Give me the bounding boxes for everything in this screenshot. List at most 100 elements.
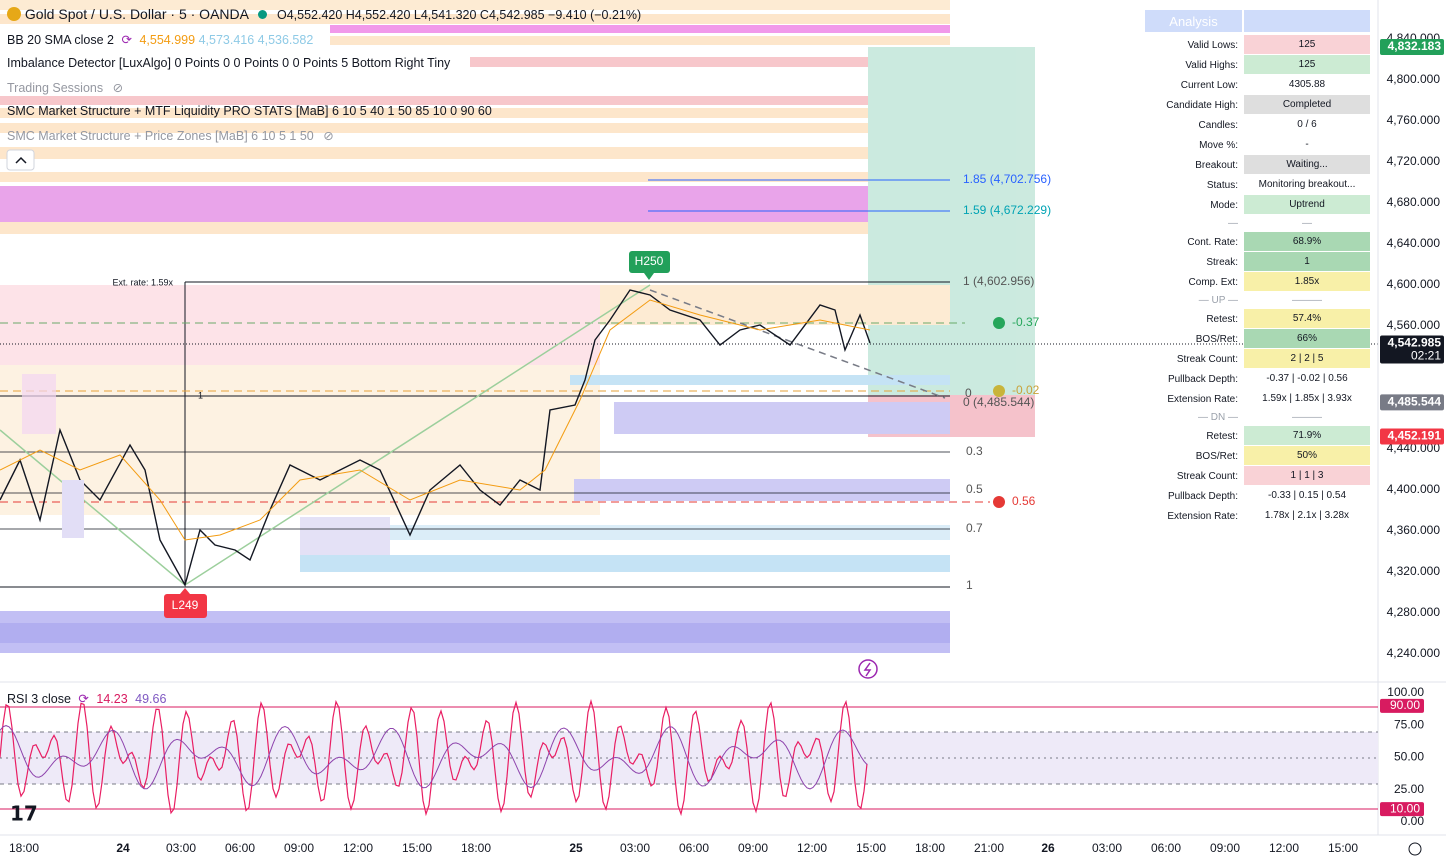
analysis-row: Cont. Rate: 68.9% [1145,232,1371,252]
markers [6,149,1005,679]
price-badge-label: 4,485.544 [1388,394,1442,408]
price-tick-label: 4,800.000 [1387,72,1441,86]
time-tick-label: 18:00 [9,841,39,855]
analysis-row: Valid Highs: 125 [1145,55,1371,75]
analysis-row: Streak Count: 1 | 1 | 3 [1145,466,1371,486]
analysis-label: Pullback Depth: [1167,490,1238,502]
time-tick-label: 18:00 [461,841,491,855]
rsi-tick-label: 100.00 [1387,685,1424,699]
price-badge-label: 4,452.191 [1388,429,1442,443]
analysis-value: 1 | 1 | 3 [1244,466,1370,486]
analysis-row: BOS/Ret: 50% [1145,446,1371,466]
indicator-name: RSI 3 close [7,692,71,706]
price-tick-label: 4,600.000 [1387,277,1441,291]
analysis-label: Pullback Depth: [1167,373,1238,385]
price-badge-countdown: 02:21 [1411,349,1441,363]
price-tick-label: 4,400.000 [1387,482,1441,496]
time-tick-label: 15:00 [856,841,886,855]
time-tick-label: 18:00 [915,841,945,855]
time-tick-label: 06:00 [225,841,255,855]
analysis-label: — UP — [1198,295,1238,306]
price-tick-label: 4,360.000 [1387,523,1441,537]
indicator-name: Imbalance Detector [LuxAlgo] 0 Points 0 … [7,56,451,70]
indicator-legend[interactable]: Imbalance Detector [LuxAlgo] 0 Points 0 … [7,56,450,70]
analysis-row: Mode: Uptrend [1145,195,1371,215]
analysis-row: Candles: 0 / 6 [1145,115,1371,135]
indicator-value: 4,536.582 [257,33,314,47]
analysis-row: Retest: 57.4% [1145,309,1371,329]
price-tick-label: 4,680.000 [1387,195,1441,209]
rsi-legend[interactable]: RSI 3 close ⟳ 14.23 49.66 [7,692,167,706]
analysis-row: Retest: 71.9% [1145,426,1371,446]
analysis-value: -0.37 | -0.02 | 0.56 [1244,369,1370,389]
symbol: Gold Spot / U.S. Dollar · 5 · OANDA [24,6,249,22]
analysis-label: Cont. Rate: [1187,236,1238,248]
time-tick-label: 06:00 [1151,841,1181,855]
analysis-label: Retest: [1206,430,1238,442]
analysis-label: Extension Rate: [1167,510,1238,522]
price-tick-label: 4,720.000 [1387,154,1441,168]
fib-label: 0.7 [966,521,983,535]
price-badge-label: 4,832.183 [1388,39,1442,53]
rsi-badge [1380,698,1424,713]
analysis-value: Completed [1244,95,1370,115]
time-tick-label: 09:00 [738,841,768,855]
time-tick-label: 15:00 [402,841,432,855]
fib-label: 0.5 [966,482,983,496]
analysis-value: 57.4% [1244,309,1370,329]
price-tick-label: 4,280.000 [1387,605,1441,619]
price-badge [1380,39,1444,56]
analysis-row: Breakout: Waiting... [1145,155,1371,175]
analysis-row: — DN — ——— [1145,409,1371,426]
analysis-label: Extension Rate: [1167,393,1238,405]
indicator-name: BB 20 SMA close 2 [7,33,115,47]
rsi-ma-line [0,725,868,790]
analysis-label: — DN — [1198,412,1238,423]
price-tick-label: 4,240.000 [1387,646,1441,660]
analysis-value: 50% [1244,446,1370,466]
analysis-label: Move %: [1199,139,1238,151]
price-tick-label: 4,560.000 [1387,318,1441,332]
analysis-label: Streak: [1206,256,1238,268]
analysis-row: Extension Rate: 1.59x | 1.85x | 3.93x [1145,389,1371,409]
analysis-value: 1.59x | 1.85x | 3.93x [1244,389,1370,409]
price-badge [1380,394,1444,411]
analysis-row: Pullback Depth: -0.37 | -0.02 | 0.56 [1145,369,1371,389]
rsi-tick-label: 50.00 [1394,750,1424,764]
analysis-value: 2 | 2 | 5 [1244,349,1370,369]
indicator-name: SMC Market Structure + Price Zones [MaB]… [7,129,314,143]
analysis-value: Uptrend [1244,195,1370,215]
analysis-value: — [1244,215,1370,232]
time-tick-label: 09:00 [284,841,314,855]
analysis-label: Valid Highs: [1185,59,1238,71]
analysis-row: Streak Count: 2 | 2 | 5 [1145,349,1371,369]
indicator-value: 49.66 [135,692,167,706]
analysis-rows: Valid Lows: 125 Valid Highs: 125 Current Low… [1145,35,1371,526]
analysis-value: 1.78x | 2.1x | 3.28x [1244,506,1370,526]
analysis-row: Extension Rate: 1.78x | 2.1x | 3.28x [1145,506,1371,526]
dot-label: -0.02 [1012,383,1040,397]
fib-label: 1 (4,602.956) [963,274,1034,288]
dot-label: 0.56 [1012,494,1036,508]
indicator-legend[interactable]: BB 20 SMA close 2 ⟳ 4,554.999 4,573.416 … [7,33,314,47]
indicator-legend[interactable]: Trading Sessions ⊘ [7,81,124,95]
time-tick-label: 03:00 [1092,841,1122,855]
settings-icon[interactable] [1408,842,1422,856]
time-tick-label: 24 [116,841,130,855]
analysis-value: Monitoring breakout... [1244,175,1370,195]
analysis-value: -0.33 | 0.15 | 0.54 [1244,486,1370,506]
analysis-row: Status: Monitoring breakout... [1145,175,1371,195]
analysis-value: ——— [1244,292,1370,309]
indicator-value: 4,554.999 [139,33,196,47]
analysis-header: Analysis [1145,10,1371,32]
price-badge-label: 4,542.985 [1388,336,1442,350]
analysis-title: Analysis [1145,10,1242,32]
indicator-legend[interactable]: SMC Market Structure + MTF Liquidity PRO… [7,104,492,118]
analysis-value: 1.85x [1244,272,1370,292]
analysis-label: Candles: [1198,119,1238,131]
indicator-legend[interactable]: SMC Market Structure + Price Zones [MaB]… [7,129,334,143]
levels [0,179,1378,588]
time-tick-label: 12:00 [1269,841,1299,855]
